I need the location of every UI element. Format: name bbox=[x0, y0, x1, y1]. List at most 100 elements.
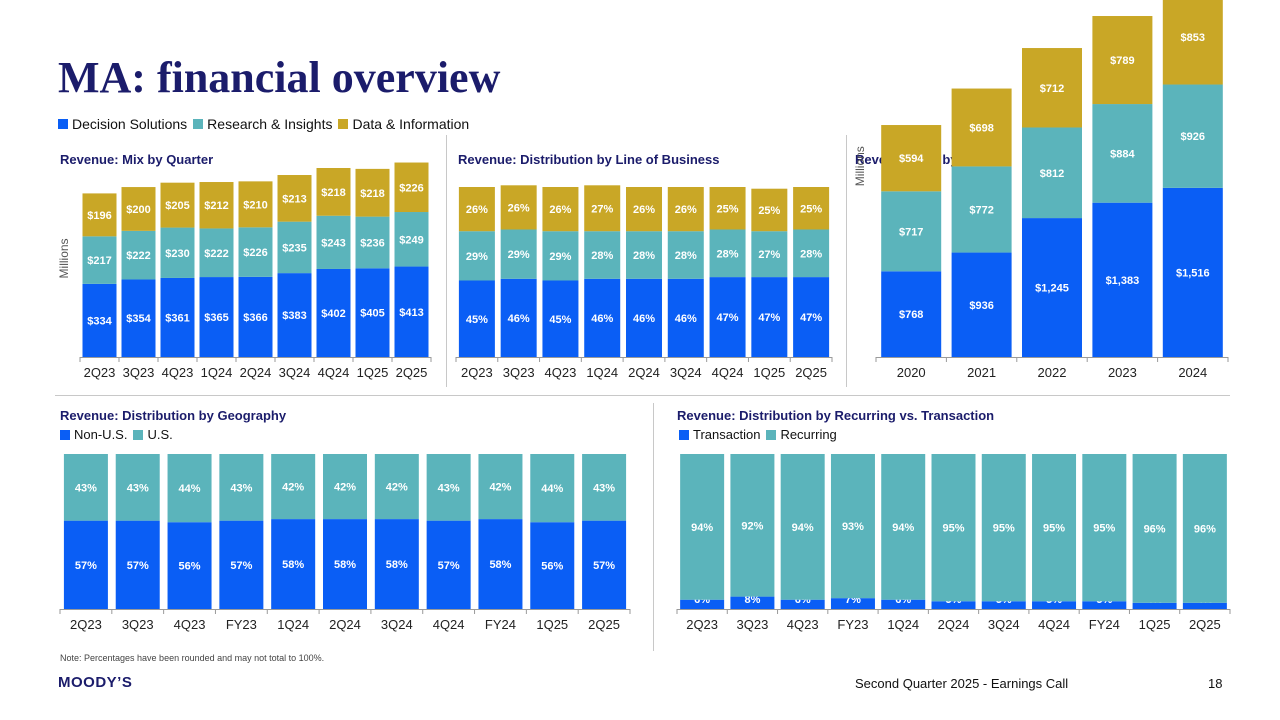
bar-segment bbox=[115, 520, 160, 609]
bar-segment bbox=[394, 212, 429, 267]
data-label: $226 bbox=[243, 247, 267, 259]
bar-segment bbox=[667, 231, 704, 279]
data-label: 29% bbox=[466, 251, 488, 263]
bar-segment bbox=[1092, 202, 1153, 357]
data-label: $926 bbox=[1181, 131, 1205, 143]
x-tick-label: 2Q23 bbox=[70, 617, 102, 632]
bar-segment bbox=[63, 454, 108, 521]
bar-segment bbox=[584, 231, 621, 279]
x-tick-label: 1Q25 bbox=[1139, 617, 1171, 632]
bar-segment bbox=[931, 601, 976, 609]
data-label: 58% bbox=[282, 559, 304, 571]
data-label: 46% bbox=[591, 313, 613, 325]
bar-segment bbox=[500, 229, 537, 279]
bar-segment bbox=[709, 229, 746, 278]
bar-segment bbox=[830, 454, 875, 599]
bar-segment bbox=[238, 276, 273, 357]
legend-label: Decision Solutions bbox=[72, 116, 188, 132]
bar-segment bbox=[458, 280, 495, 357]
data-label: 47% bbox=[758, 312, 780, 324]
legend-swatch bbox=[58, 119, 68, 129]
x-tick-label: 3Q24 bbox=[381, 617, 413, 632]
bar-segment bbox=[709, 187, 746, 230]
data-label: 92% bbox=[741, 520, 763, 532]
data-label: 47% bbox=[717, 312, 739, 324]
x-tick-label: 1Q24 bbox=[201, 365, 233, 380]
bar-segment bbox=[1022, 48, 1082, 128]
data-label: $413 bbox=[399, 307, 423, 319]
bar-segment bbox=[751, 231, 788, 278]
bar-segment bbox=[374, 454, 419, 520]
data-label: $210 bbox=[243, 199, 267, 211]
data-label: $354 bbox=[126, 313, 151, 325]
chart-dist-lob: 45% 29% 26% 2Q23 46% 29% 26% 3Q23 45% 29% 26% 4Q23 4… bbox=[455, 185, 833, 380]
x-tick-label: 2Q25 bbox=[396, 365, 428, 380]
x-tick-label: 2023 bbox=[1108, 365, 1137, 380]
legend-geography: Non-U.S. U.S. bbox=[60, 427, 179, 442]
bar-segment bbox=[277, 273, 312, 357]
bar-segment bbox=[1082, 454, 1127, 602]
bar-segment bbox=[167, 522, 212, 609]
bar-segment bbox=[542, 280, 579, 357]
bar-segment bbox=[1092, 16, 1153, 105]
bar-segment bbox=[277, 175, 312, 222]
data-label: $365 bbox=[204, 312, 228, 324]
data-label: $230 bbox=[165, 248, 189, 260]
x-tick-label: 2Q23 bbox=[84, 365, 116, 380]
legend-label: Data & Information bbox=[352, 116, 470, 132]
x-tick-label: 1Q25 bbox=[753, 365, 785, 380]
x-tick-label: 4Q23 bbox=[787, 617, 819, 632]
legend-swatch bbox=[338, 119, 349, 129]
data-label: $218 bbox=[360, 188, 384, 200]
bar-segment bbox=[115, 454, 160, 521]
legend-item-data-information: Data & Information bbox=[338, 116, 469, 132]
legend-label: Transaction bbox=[693, 427, 761, 442]
panel-title-dist-rec: Revenue: Distribution by Recurring vs. T… bbox=[677, 408, 995, 423]
data-label: 94% bbox=[691, 522, 713, 534]
bar-segment bbox=[167, 454, 212, 523]
x-tick-label: 2Q24 bbox=[329, 617, 361, 632]
bar-segment bbox=[478, 519, 523, 609]
bar-segment bbox=[316, 168, 351, 216]
data-label: $772 bbox=[969, 204, 993, 216]
data-label: 8% bbox=[744, 594, 760, 606]
bar-segment bbox=[1022, 218, 1082, 357]
bar-segment bbox=[121, 230, 156, 280]
panel-title-mix-quarter: Revenue: Mix by Quarter bbox=[60, 152, 214, 167]
bar-segment bbox=[542, 187, 579, 232]
bar-segment bbox=[271, 454, 316, 520]
bar-segment bbox=[951, 166, 1012, 253]
data-label: 95% bbox=[1043, 523, 1065, 535]
x-tick-label: 3Q23 bbox=[123, 365, 155, 380]
data-label: $383 bbox=[282, 310, 306, 322]
x-tick-label: 4Q23 bbox=[174, 617, 206, 632]
data-label: 45% bbox=[549, 314, 571, 326]
data-label: $402 bbox=[321, 308, 345, 320]
data-label: $1,383 bbox=[1106, 275, 1140, 287]
bar-segment bbox=[63, 520, 108, 609]
page-number: 18 bbox=[1208, 676, 1223, 691]
bar-segment bbox=[160, 182, 195, 228]
data-label: $222 bbox=[204, 248, 228, 260]
x-tick-label: 2Q23 bbox=[461, 365, 493, 380]
data-label: $717 bbox=[899, 226, 923, 238]
x-tick-label: 1Q24 bbox=[277, 617, 309, 632]
data-label: 42% bbox=[282, 482, 304, 494]
x-tick-label: 4Q24 bbox=[433, 617, 465, 632]
data-label: 57% bbox=[75, 560, 97, 572]
x-tick-label: FY24 bbox=[1089, 617, 1120, 632]
bar-segment bbox=[709, 277, 746, 357]
bar-segment bbox=[780, 454, 825, 600]
x-tick-label: 2Q25 bbox=[588, 617, 620, 632]
x-tick-label: 2021 bbox=[967, 365, 996, 380]
bar-segment bbox=[1032, 454, 1077, 602]
page-title: MA: financial overview bbox=[58, 53, 501, 102]
bar-segment bbox=[82, 236, 117, 284]
data-label: 26% bbox=[633, 204, 655, 216]
x-tick-label: 3Q24 bbox=[279, 365, 311, 380]
legend-swatch bbox=[766, 429, 777, 440]
bar-segment bbox=[667, 187, 704, 232]
bar-segment bbox=[160, 227, 195, 278]
bar-segment bbox=[238, 227, 273, 277]
legend-recurring: Transaction Recurring bbox=[679, 427, 843, 442]
